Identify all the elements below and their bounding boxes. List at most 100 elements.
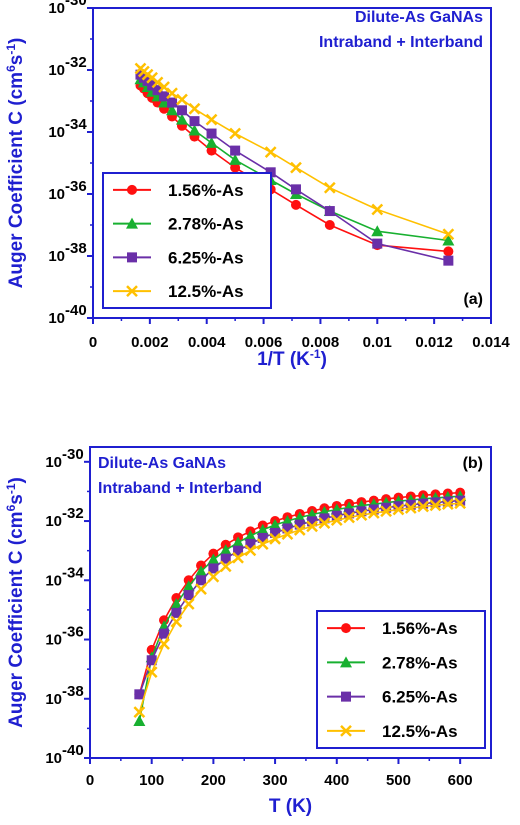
data-point bbox=[430, 497, 441, 508]
y-tick-label: 10 bbox=[45, 632, 62, 649]
data-point bbox=[454, 497, 467, 510]
data-point bbox=[256, 538, 269, 551]
data-point bbox=[343, 511, 355, 524]
data-point bbox=[290, 184, 301, 195]
data-point bbox=[293, 524, 306, 536]
data-point bbox=[146, 655, 157, 666]
panel-label: (b) bbox=[463, 455, 483, 472]
data-point bbox=[220, 553, 231, 564]
data-point bbox=[133, 714, 146, 726]
data-point bbox=[306, 520, 318, 533]
y-tick-label: 10 bbox=[45, 454, 62, 471]
data-point bbox=[371, 225, 384, 237]
data-point bbox=[330, 514, 343, 527]
data-point bbox=[290, 199, 301, 210]
data-point bbox=[166, 87, 178, 100]
x-tick-label: 200 bbox=[201, 772, 226, 789]
data-point bbox=[195, 565, 208, 577]
x-tick-label: 0.006 bbox=[245, 334, 283, 351]
data-point bbox=[244, 529, 257, 541]
y-axis-label: Auger Coefficient C (cm6s-1) bbox=[4, 38, 27, 289]
data-point bbox=[145, 666, 158, 678]
y-tick-label: 10 bbox=[45, 572, 62, 589]
data-point bbox=[233, 545, 244, 556]
data-point bbox=[195, 583, 207, 596]
data-point bbox=[294, 519, 305, 530]
data-point bbox=[319, 513, 330, 524]
legend-label: 2.78%-As bbox=[168, 215, 244, 234]
x-tick-label: 300 bbox=[263, 772, 288, 789]
x-tick-label: 600 bbox=[448, 772, 473, 789]
data-point bbox=[324, 206, 335, 217]
legend-box bbox=[316, 610, 486, 749]
data-point bbox=[244, 544, 257, 557]
data-point bbox=[176, 93, 188, 106]
data-point bbox=[392, 503, 405, 516]
data-point bbox=[232, 536, 245, 548]
data-point bbox=[318, 517, 331, 530]
y-tick-exponent: -36 bbox=[62, 624, 84, 641]
legend-marker bbox=[127, 184, 137, 195]
data-point bbox=[134, 689, 145, 700]
y-tick-exponent: -30 bbox=[65, 0, 87, 9]
legend-marker bbox=[127, 252, 137, 263]
data-point bbox=[229, 127, 242, 140]
data-point bbox=[230, 162, 241, 173]
data-point bbox=[182, 580, 195, 592]
data-point bbox=[230, 145, 241, 156]
data-point bbox=[356, 506, 367, 517]
x-axis-label: 1/T (K-1) bbox=[257, 347, 327, 370]
x-tick-label: 0.012 bbox=[415, 334, 453, 351]
data-point bbox=[170, 597, 183, 609]
legend-marker bbox=[341, 691, 351, 702]
y-tick-label: 10 bbox=[45, 513, 62, 530]
x-axis-label: T (K) bbox=[269, 796, 312, 817]
y-tick-exponent: -38 bbox=[62, 683, 84, 700]
data-point bbox=[219, 544, 232, 556]
data-point bbox=[183, 590, 194, 601]
data-point bbox=[206, 145, 217, 156]
plot-frame bbox=[89, 446, 492, 759]
data-point bbox=[417, 500, 430, 513]
data-point bbox=[133, 706, 146, 718]
data-point bbox=[158, 638, 170, 650]
data-point bbox=[307, 516, 318, 527]
y-tick-exponent: -34 bbox=[62, 564, 84, 581]
y-axis-label: Auger Coefficient C (cm6s-1) bbox=[4, 477, 27, 728]
y-tick-label: 10 bbox=[48, 310, 65, 327]
data-point bbox=[418, 498, 429, 509]
data-point bbox=[207, 570, 220, 583]
x-tick-label: 0.01 bbox=[363, 334, 392, 351]
series-12.5%-As bbox=[134, 62, 455, 241]
data-point bbox=[159, 91, 170, 102]
legend-marker bbox=[126, 217, 138, 229]
data-point bbox=[171, 607, 182, 618]
data-point bbox=[229, 153, 242, 165]
annotation-line: Dilute-As GaNAs bbox=[355, 9, 483, 26]
data-point bbox=[282, 523, 293, 534]
panel-label: (a) bbox=[463, 291, 483, 308]
y-tick-exponent: -40 bbox=[62, 742, 84, 759]
data-point bbox=[270, 527, 281, 538]
data-point bbox=[147, 80, 158, 91]
y-tick-exponent: -36 bbox=[65, 178, 87, 195]
legend-marker bbox=[126, 285, 138, 298]
data-point bbox=[269, 518, 282, 530]
data-point bbox=[324, 220, 335, 230]
data-point bbox=[176, 105, 187, 116]
y-tick-exponent: -32 bbox=[62, 505, 84, 522]
data-point bbox=[208, 563, 219, 574]
y-tick-exponent: -32 bbox=[65, 54, 87, 71]
x-tick-label: 0 bbox=[89, 334, 97, 351]
data-point bbox=[443, 246, 454, 257]
y-tick-label: 10 bbox=[45, 691, 62, 708]
y-tick-label: 10 bbox=[48, 248, 65, 265]
data-point bbox=[442, 234, 455, 246]
legend: 1.56%-As 2.78%-As 6.25%-As 12.5%-As bbox=[102, 172, 272, 309]
data-point bbox=[269, 532, 281, 545]
legend-label: 1.56%-As bbox=[382, 619, 458, 638]
data-point bbox=[442, 228, 455, 241]
